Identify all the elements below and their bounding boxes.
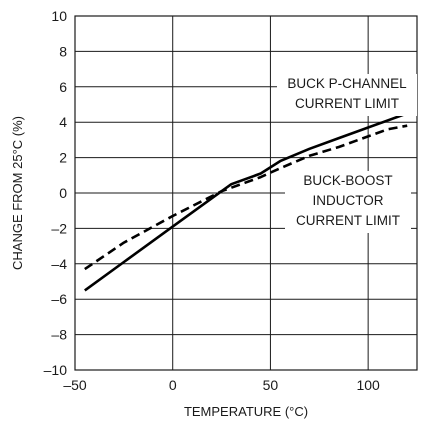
y-axis-label: CHANGE FROM 25°C (%) [10, 116, 25, 270]
y-tick-label: 4 [59, 114, 67, 130]
y-tick-label: –2 [51, 220, 67, 236]
y-tick-labels: –10 –8 –6 –4 –2 0 2 4 6 8 10 [44, 8, 68, 378]
plot-frame [74, 15, 418, 371]
annotation-buck-line-2: CURRENT LIMIT [295, 96, 399, 111]
y-tick-label: –8 [51, 327, 67, 343]
x-tick-label: 100 [356, 377, 380, 393]
series-line-buck [84, 112, 408, 292]
series-line-buck-boost [84, 124, 408, 271]
y-tick-label: 8 [59, 43, 67, 59]
series-layer [84, 112, 408, 292]
annotation-buck-p-channel: BUCK P-CHANNEL CURRENT LIMIT [277, 74, 417, 116]
x-tick-label: –50 [63, 377, 87, 393]
x-axis-label: TEMPERATURE (°C) [184, 404, 308, 419]
y-tick-label: 10 [51, 8, 67, 24]
x-tick-labels: –50 0 50 100 [63, 377, 380, 393]
x-tick-label: 0 [169, 377, 177, 393]
x-tick-label: 50 [263, 377, 279, 393]
annotation-buck-boost-line-3: CURRENT LIMIT [296, 213, 400, 228]
y-tick-label: –6 [51, 291, 67, 307]
y-tick-label: 2 [59, 150, 67, 166]
y-tick-label: –10 [44, 362, 68, 378]
annotation-buck-background [277, 74, 417, 116]
y-tick-label: 6 [59, 79, 67, 95]
annotation-buck-boost-background [285, 171, 411, 233]
annotation-buck-boost-line-1: BUCK-BOOST [303, 173, 392, 188]
y-tick-label: 0 [59, 185, 67, 201]
annotation-buck-boost-inductor: BUCK-BOOST INDUCTOR CURRENT LIMIT [285, 171, 411, 233]
annotation-buck-line-1: BUCK P-CHANNEL [287, 76, 407, 91]
annotation-buck-boost-line-2: INDUCTOR [312, 193, 383, 208]
y-tick-label: –4 [51, 256, 67, 272]
